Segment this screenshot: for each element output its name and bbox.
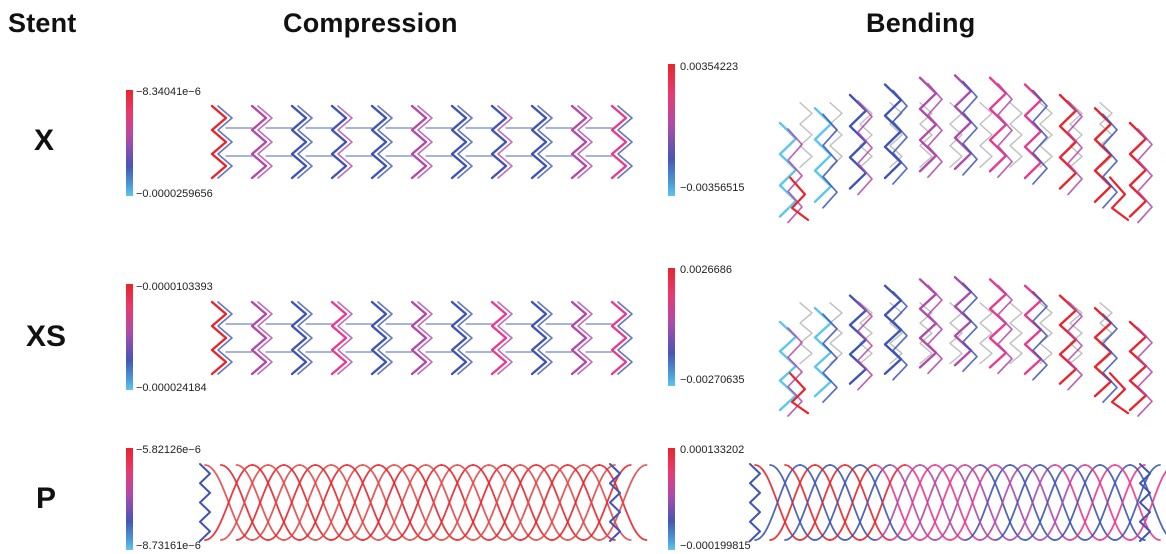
colorbar-xs-bending (668, 268, 675, 386)
header-compression: Compression (283, 8, 458, 38)
scale-min-xs-bending: −0.00270635 (680, 374, 745, 386)
stent-p-bending (749, 463, 1166, 542)
scale-min-xs-compression: −0.000024184 (136, 382, 207, 394)
scale-max-xs-compression: −0.0000103393 (136, 281, 213, 293)
stent-x-compression (210, 104, 633, 180)
stent-x-bending (778, 74, 1153, 224)
header-bending: Bending (866, 8, 976, 38)
row-label-xs: XS (26, 320, 67, 353)
colorbar-xs-compression (126, 284, 133, 390)
colorbar-p-compression (126, 448, 133, 550)
scale-max-p-compression: −5.82126e−6 (136, 444, 201, 456)
scale-max-x-bending: 0.00354223 (680, 61, 739, 73)
scale-max-p-bending: 0.000133202 (680, 444, 745, 456)
stent-xs-bending (778, 276, 1153, 417)
scale-min-x-compression: −0.0000259656 (136, 188, 213, 200)
colorbar-p-bending (668, 448, 675, 550)
scale-max-xs-bending: 0.0026686 (680, 264, 732, 276)
scale-max-x-compression: −8.34041e−6 (136, 86, 201, 98)
stent-xs-compression (210, 300, 633, 376)
scale-min-p-compression: −8.73161e−6 (136, 540, 201, 552)
stent-p-compression (199, 463, 648, 542)
colorbar-x-compression (126, 90, 133, 196)
row-label-p: P (36, 482, 57, 515)
scale-min-x-bending: −0.00356515 (680, 182, 745, 194)
scale-min-p-bending: −0.000199815 (680, 540, 751, 552)
colorbar-x-bending (668, 64, 675, 196)
header-stent: Stent (8, 8, 77, 38)
row-label-x: X (34, 124, 55, 157)
